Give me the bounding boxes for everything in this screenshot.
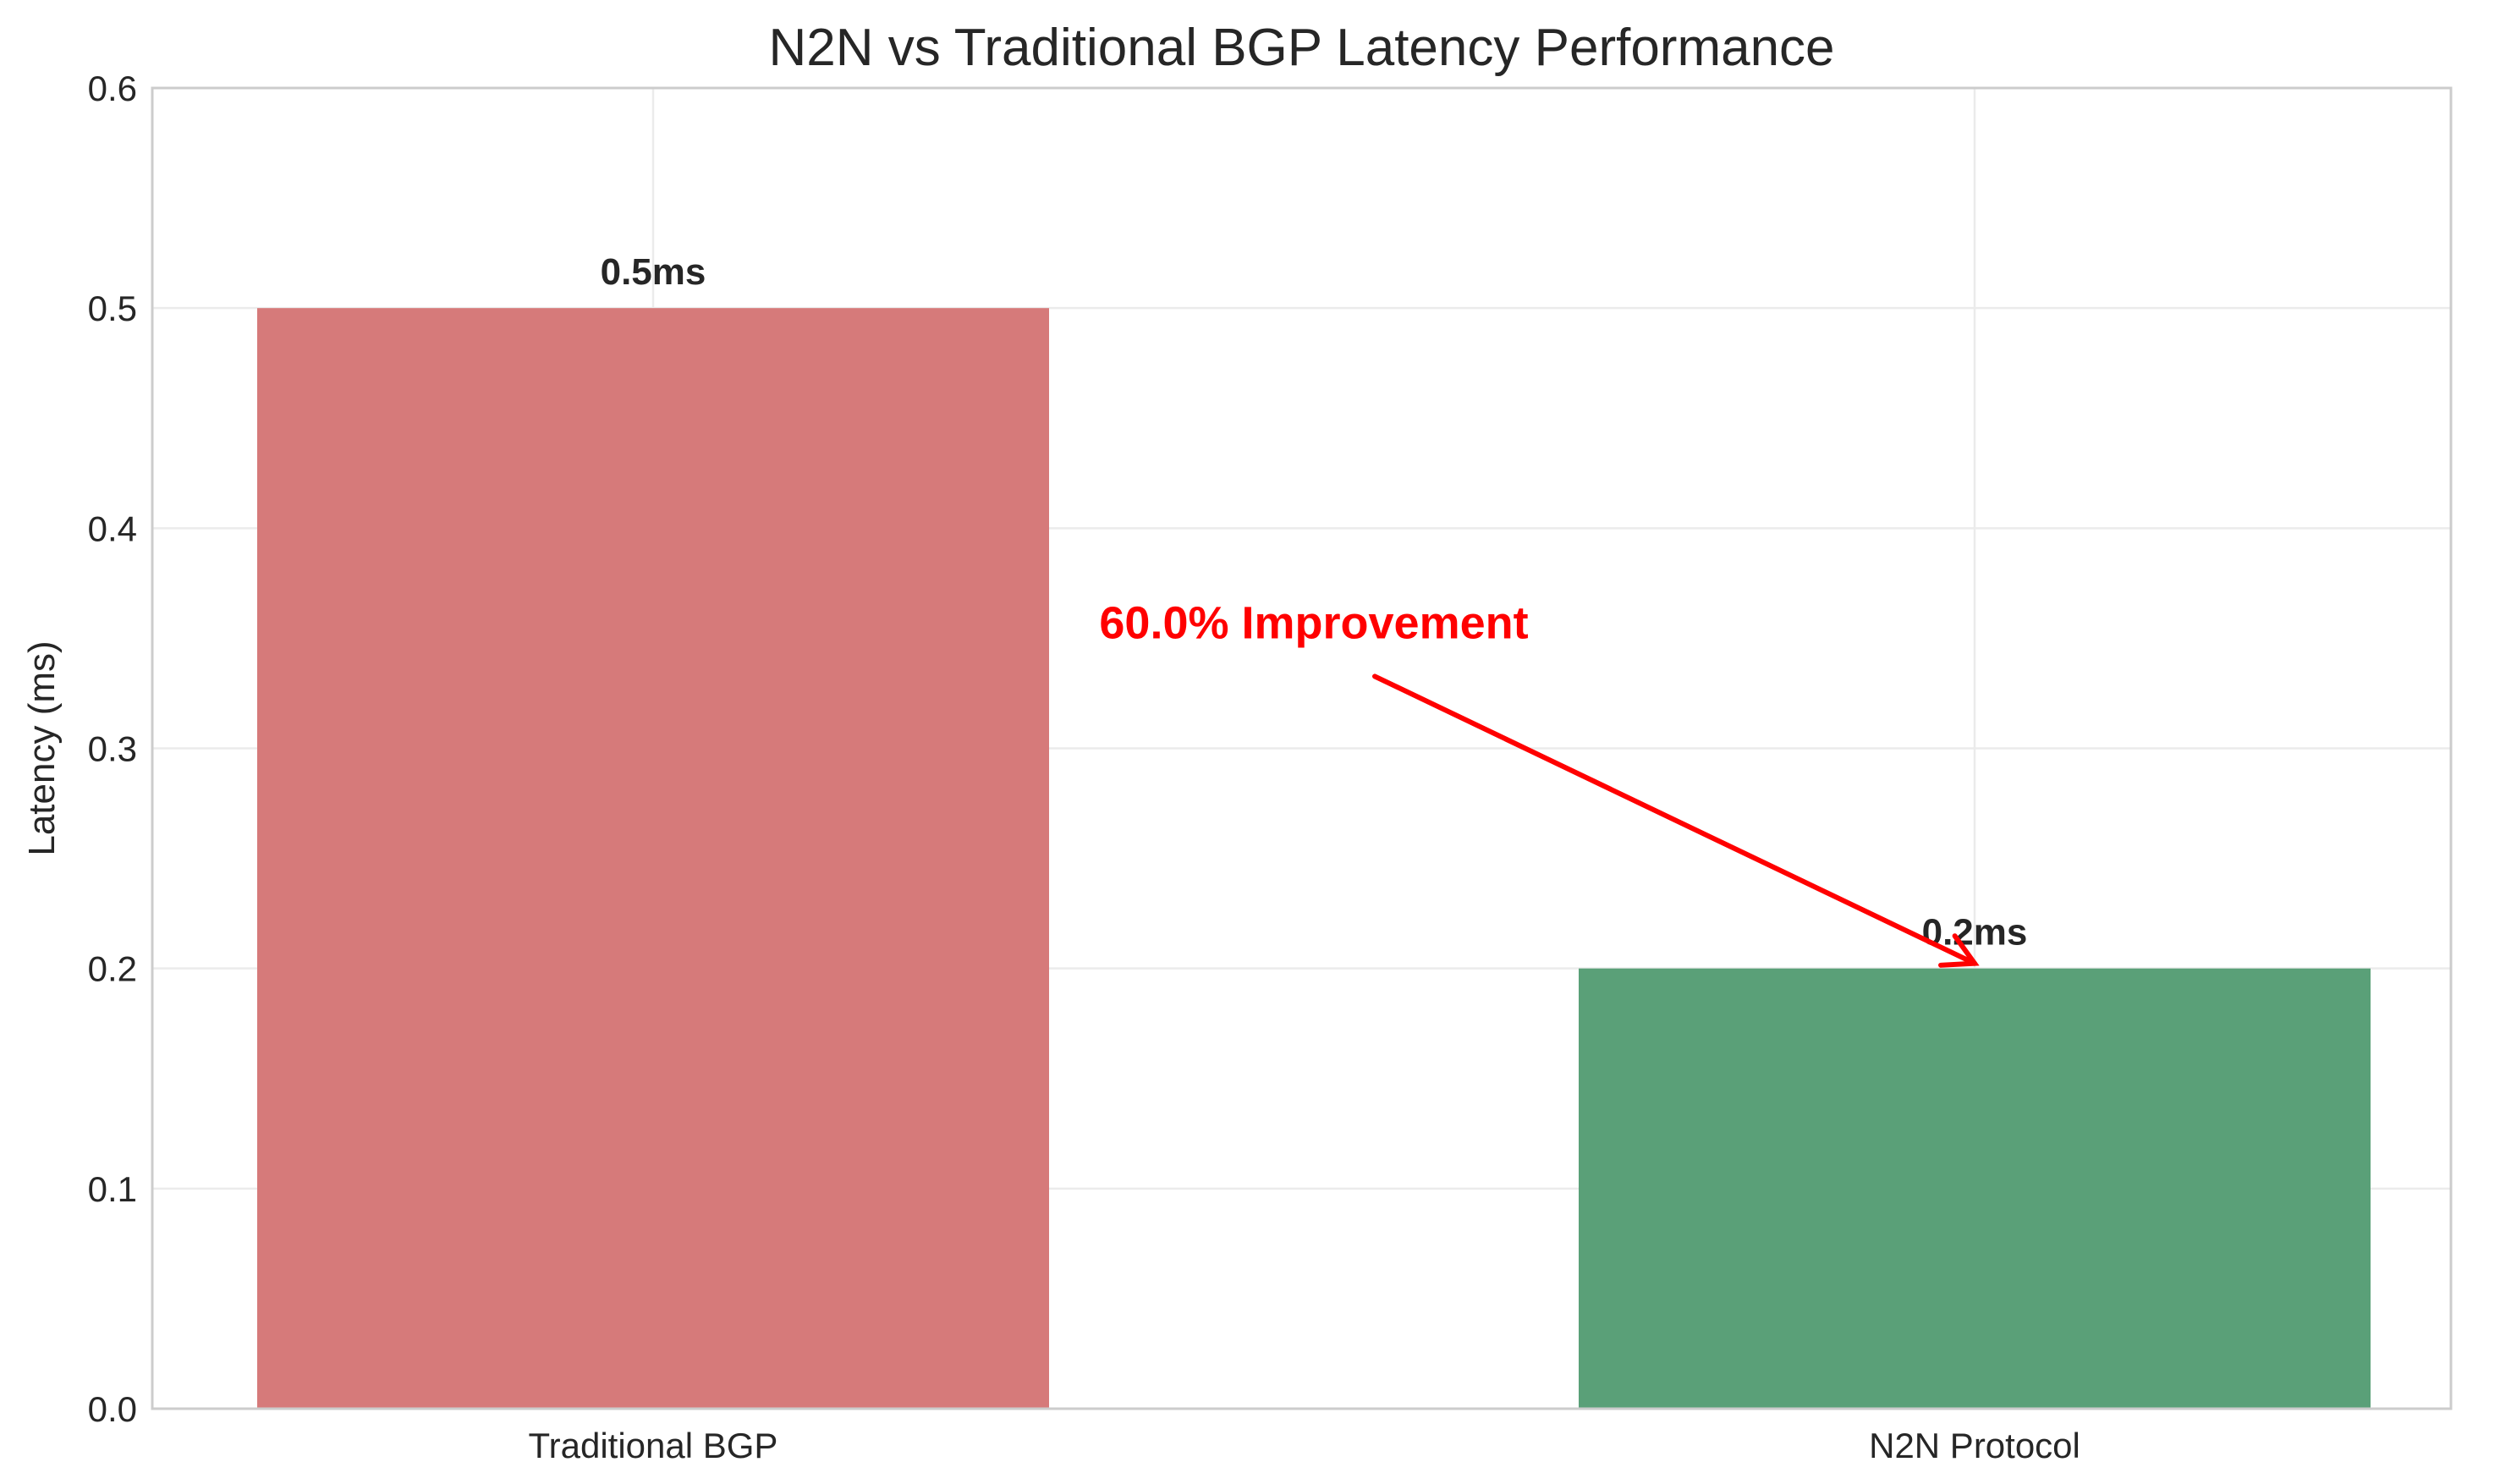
y-tick-label: 0.1 [88,1169,137,1209]
x-tick-label: N2N Protocol [1869,1426,2080,1465]
y-tick-label: 0.0 [88,1389,137,1429]
annotation-arrow-line [1372,673,1977,966]
ticks: 0.0 0.1 0.2 0.3 0.4 0.5 0.6 Traditional BGP N2N … [88,69,2080,1465]
y-tick-label: 0.3 [88,729,137,769]
bar-traditional-bgp [257,308,1049,1410]
y-tick-label: 0.6 [88,69,137,108]
plot-frame [151,86,2453,1410]
improvement-annotation: 60.0% Improvement [1099,597,1528,648]
x-tick-label: Traditional BGP [529,1426,778,1465]
y-tick-label: 0.4 [88,508,137,548]
annotation-arrow-head-icon [1938,933,1980,968]
bar-n2n-protocol [1579,968,2371,1409]
annotation: 60.0% Improvement [1099,597,1980,968]
bar-value-label: 0.5ms [601,251,706,293]
y-tick-label: 0.5 [88,289,137,328]
y-axis-label: Latency (ms) [21,640,63,855]
chart-title: N2N vs Traditional BGP Latency Performan… [768,19,1834,77]
bars [257,308,2371,1410]
y-tick-label: 0.2 [88,949,137,989]
